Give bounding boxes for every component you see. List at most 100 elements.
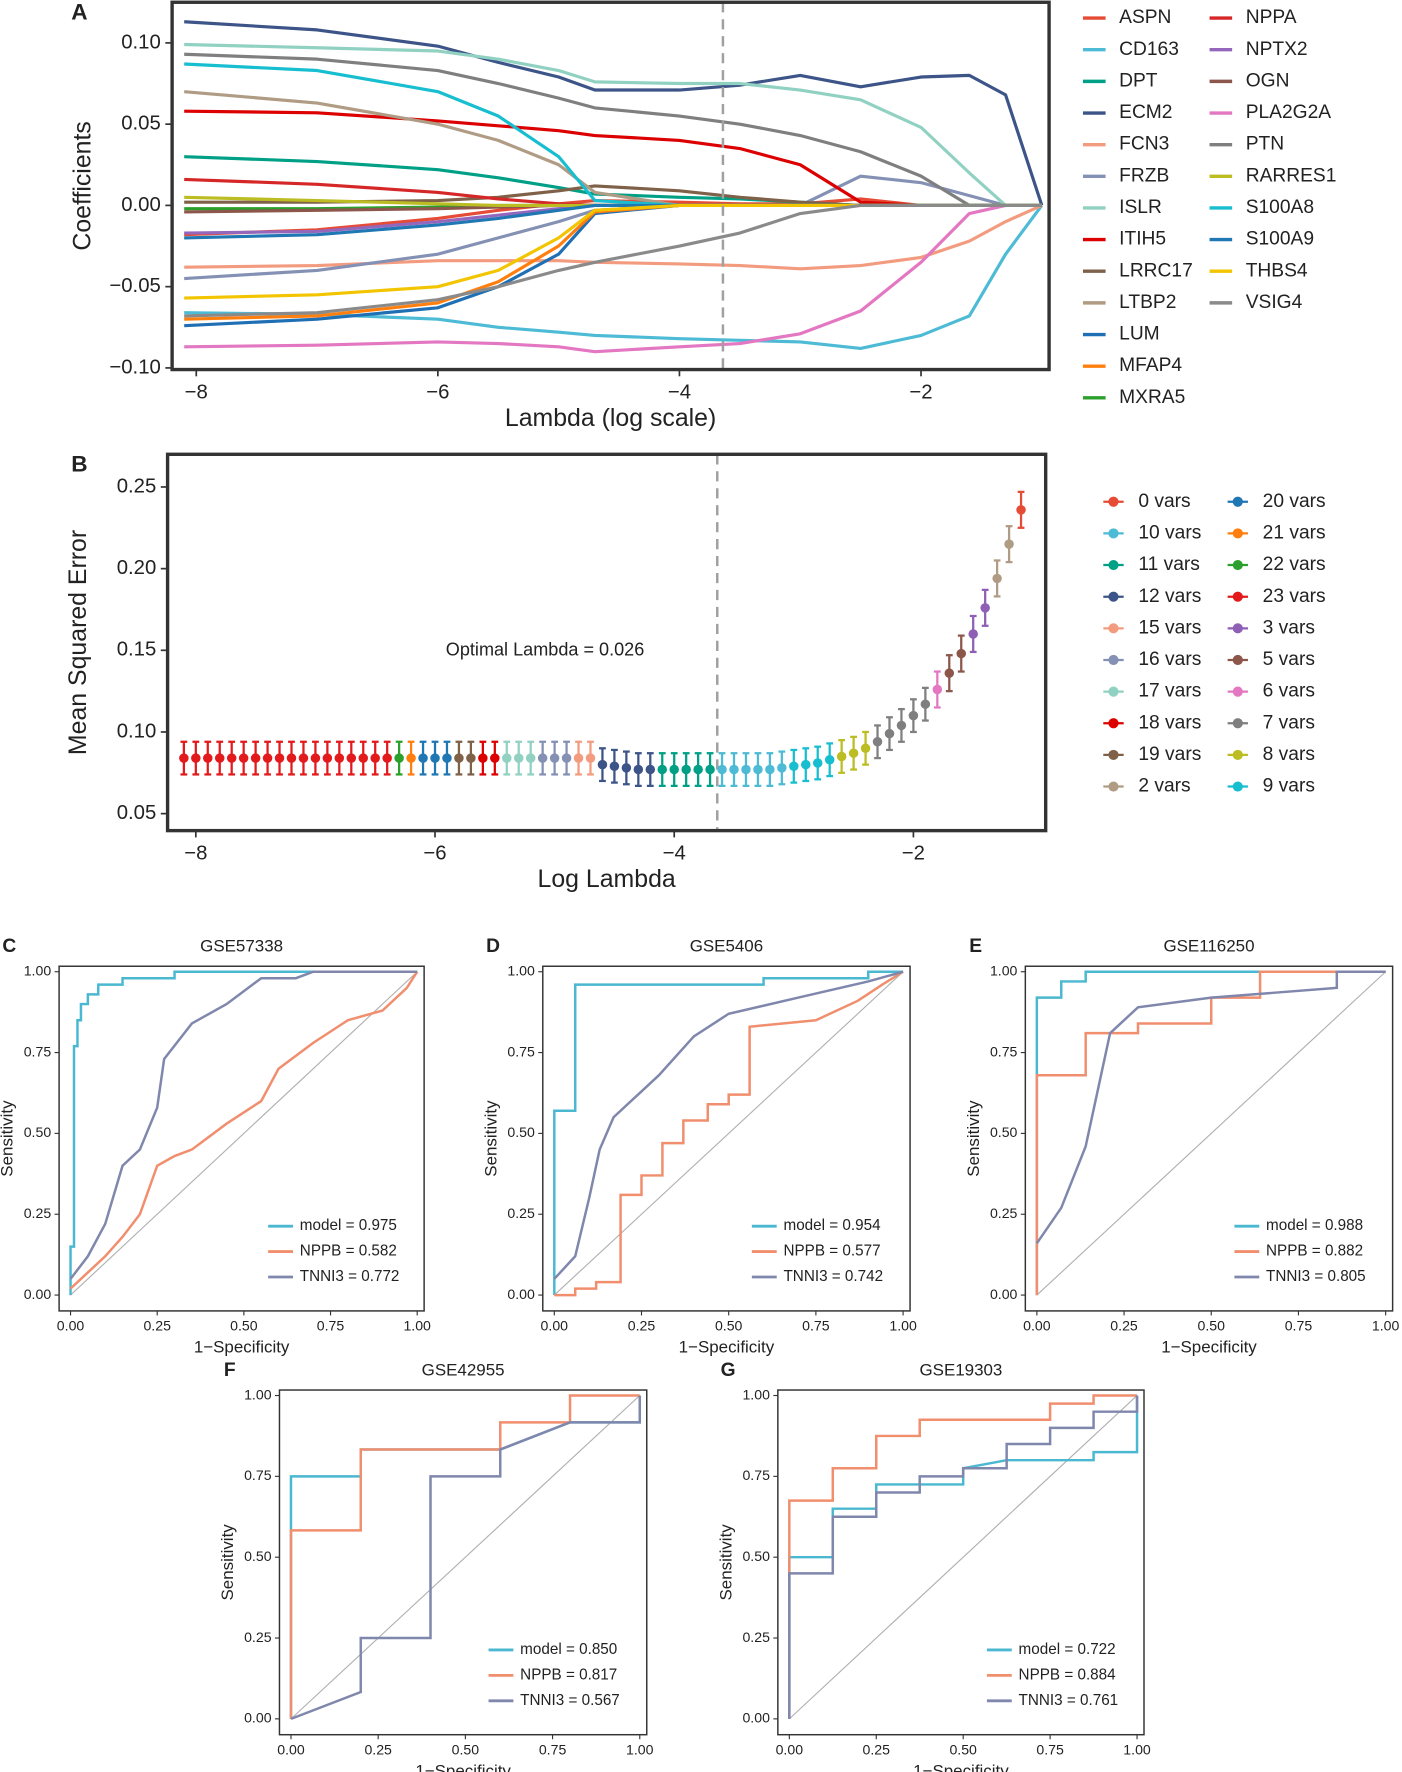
y-tick-label: 1.00 [742, 1386, 770, 1402]
mse-point [824, 754, 835, 765]
mse-point [525, 753, 536, 763]
plot-frame [170, 0, 1051, 372]
roc-curve [290, 1395, 642, 1721]
legend-label: 21 vars [1263, 522, 1326, 543]
panel-label: D [486, 936, 500, 957]
coef-line [184, 203, 1043, 271]
x-tick-label: 0.25 [863, 1741, 891, 1757]
x-tick-label: −8 [185, 382, 208, 404]
y-tick-label: 0.50 [742, 1548, 770, 1564]
y-tick-label: 0.20 [117, 557, 157, 579]
mse-point [454, 753, 464, 763]
legend-swatch [1108, 591, 1119, 602]
x-tick-label: −2 [902, 843, 925, 865]
mse-point [777, 763, 787, 773]
y-tick-label: 0.75 [990, 1043, 1018, 1059]
x-tick-label: 0.00 [541, 1317, 569, 1333]
legend-label: ASPN [1119, 7, 1171, 28]
y-axis-label: Mean Squared Error [64, 530, 92, 755]
legend-swatch [1232, 781, 1243, 792]
x-tick-label: 0.25 [628, 1317, 656, 1333]
legend-label: NPPB = 0.817 [520, 1666, 617, 1683]
y-tick-label: 0.05 [117, 802, 157, 824]
legend-label: NPPB = 0.582 [300, 1243, 397, 1260]
legend-swatch [1108, 528, 1119, 539]
mse-point [753, 764, 763, 775]
mse-point [657, 764, 667, 775]
coef-line [184, 203, 1042, 354]
legend-label: 23 vars [1263, 586, 1326, 607]
mse-point [801, 759, 811, 770]
x-tick-label: 1.00 [1123, 1741, 1151, 1757]
x-tick-label: 0.00 [57, 1317, 85, 1333]
legend-label: FRZB [1119, 165, 1169, 186]
x-tick-label: 1.00 [889, 1317, 917, 1333]
legend-swatch [1108, 496, 1119, 507]
chart-title: GSE19303 [919, 1360, 1002, 1379]
mse-point [478, 753, 488, 763]
legend-swatch [1232, 686, 1243, 697]
coef-line [184, 203, 1042, 318]
panel-label: B [71, 452, 87, 477]
plot-frame [278, 1389, 648, 1736]
mse-point [466, 753, 476, 763]
x-tick-label: −4 [663, 843, 686, 865]
y-tick-label: 0.25 [244, 1629, 272, 1645]
mse-point [250, 753, 261, 763]
legend-label: 18 vars [1138, 712, 1201, 733]
legend-label: model = 0.988 [1266, 1217, 1363, 1234]
chart-title: GSE42955 [422, 1360, 505, 1379]
legend-swatch [1108, 654, 1119, 666]
legend-label: 11 vars [1138, 554, 1200, 575]
legend-label: 8 vars [1263, 744, 1315, 765]
plot-frame [1024, 965, 1394, 1312]
y-tick-label: 0.25 [117, 475, 157, 497]
legend-label: LTBP2 [1119, 292, 1176, 313]
mse-point [179, 753, 189, 763]
legend-label: NPTX2 [1246, 39, 1308, 60]
y-tick-label: 0.00 [990, 1286, 1018, 1302]
panel-label: E [969, 936, 982, 957]
y-tick-label: 0.00 [24, 1286, 52, 1302]
legend-label: DPT [1119, 70, 1158, 91]
roc-curve [788, 1394, 1138, 1719]
legend-label: NPPB = 0.577 [783, 1243, 880, 1260]
mse-point [561, 753, 572, 763]
legend-swatch [1232, 591, 1243, 602]
y-tick-label: 0.10 [117, 720, 157, 742]
mse-point [944, 668, 955, 678]
legend-swatch [1232, 749, 1243, 760]
x-axis-label: 1−Specificity [194, 1338, 290, 1357]
x-tick-label: 0.00 [776, 1741, 804, 1757]
x-tick-label: 0.25 [143, 1317, 171, 1333]
plot-frame [777, 1389, 1145, 1736]
reference-diagonal [290, 1395, 641, 1720]
legend-label: THBS4 [1246, 260, 1308, 281]
x-tick-label: 0.75 [1036, 1741, 1064, 1757]
x-axis-label: 1−Specificity [679, 1338, 775, 1357]
roc-curve [69, 970, 418, 1296]
x-tick-label: 0.25 [1110, 1317, 1138, 1333]
roc-curve [788, 1395, 1139, 1719]
y-tick-label: 0.75 [507, 1043, 535, 1059]
legend-label: ITIH5 [1119, 229, 1166, 250]
y-tick-label: 0.00 [742, 1710, 770, 1726]
mse-point [358, 753, 369, 763]
legend-label: 7 vars [1263, 712, 1315, 733]
legend-swatch [1108, 718, 1119, 729]
reference-diagonal [70, 971, 418, 1296]
legend-label: 9 vars [1263, 776, 1315, 797]
mse-point [705, 764, 715, 775]
roc-curve [69, 970, 418, 1280]
y-tick-label: 0.15 [117, 639, 157, 661]
mse-point [442, 753, 452, 763]
legend-swatch [1108, 559, 1119, 571]
mse-point [418, 753, 428, 763]
mse-point [262, 753, 273, 763]
mse-point [645, 764, 656, 775]
legend-label: 12 vars [1138, 586, 1201, 607]
mse-point [1016, 505, 1026, 515]
legend-label: 15 vars [1138, 617, 1201, 638]
